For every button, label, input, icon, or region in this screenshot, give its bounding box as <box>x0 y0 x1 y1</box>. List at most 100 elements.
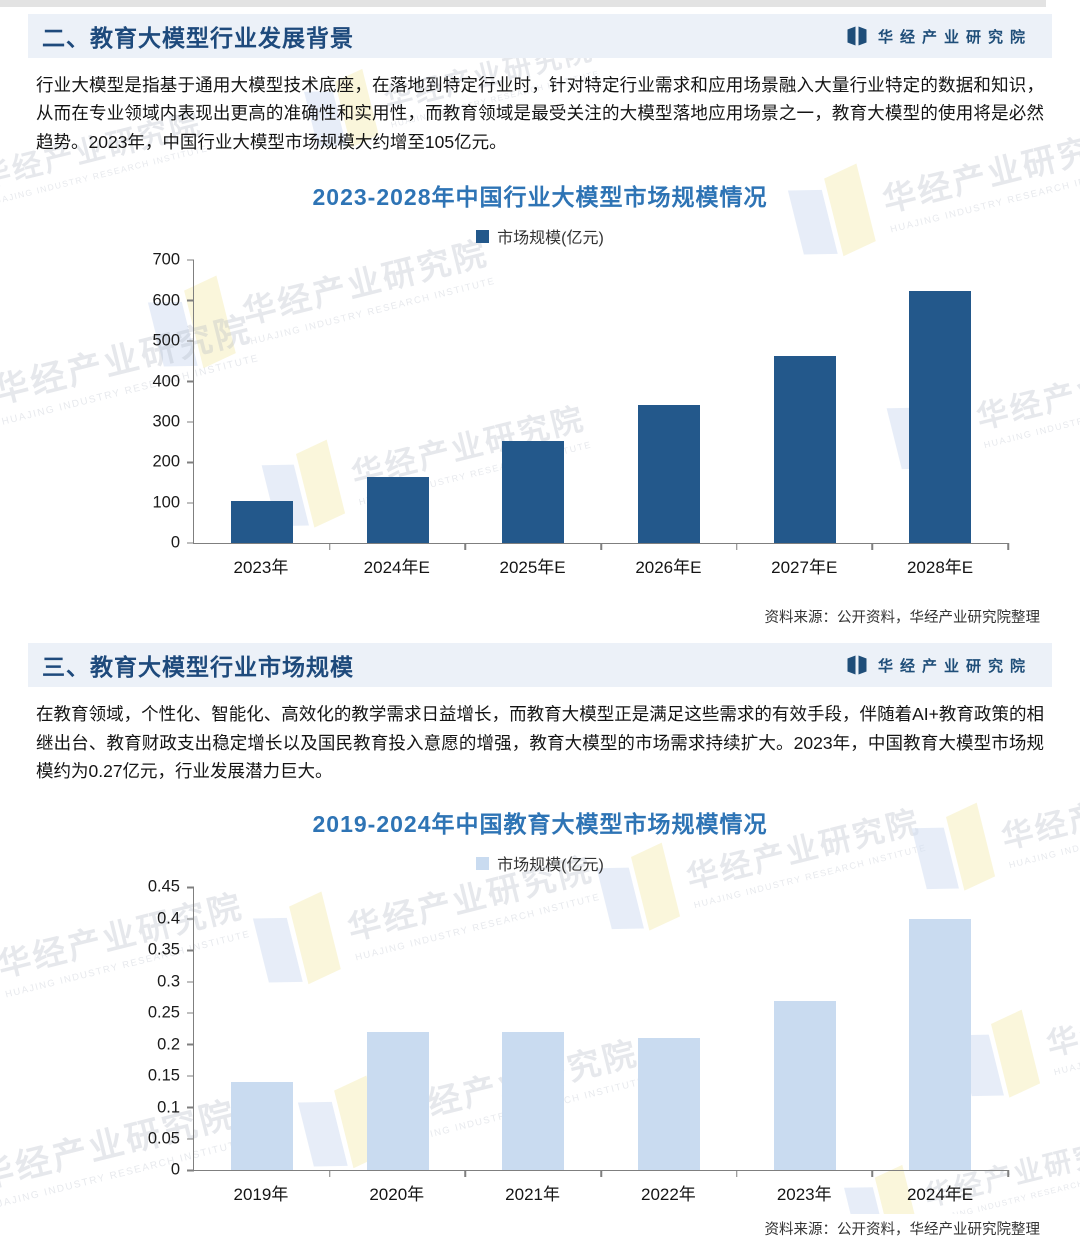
y-tick-mark <box>187 380 194 383</box>
paragraph-industry-background: 行业大模型是指基于通用大模型技术底座，在落地到特定行业时，针对特定行业需求和应用… <box>36 75 1044 152</box>
section-title: 三、教育大模型行业市场规模 <box>42 654 354 681</box>
bars <box>194 887 1009 1178</box>
x-axis-tick <box>735 1170 738 1178</box>
industry-llm-market-chart: 2023-2028年中国行业大模型市场规模情况 市场规模(亿元) 0 100 200… <box>0 178 1080 627</box>
chart-legend: 市场规模(亿元) <box>0 851 1080 875</box>
x-axis-label: 2025年E <box>499 558 566 578</box>
x-axis-tick <box>464 1170 467 1178</box>
y-tick-mark <box>187 949 194 952</box>
y-tick-mark <box>187 1012 194 1014</box>
x-axis-tick <box>1007 543 1009 551</box>
y-axis-tick: 0.25 <box>148 1004 194 1023</box>
bar-2025年E <box>502 440 565 544</box>
y-axis-tick: 300 <box>152 412 194 431</box>
bar-2026年E <box>637 404 700 544</box>
bar-2027年E <box>773 356 836 544</box>
bar-column <box>872 887 1008 1171</box>
legend-label: 市场规模(亿元) <box>497 230 604 248</box>
y-tick-mark <box>187 1169 194 1172</box>
y-tick-mark <box>187 461 194 464</box>
chart-title: 2019-2024年中国教育大模型市场规模情况 <box>312 811 768 838</box>
y-axis-tick: 500 <box>152 332 194 351</box>
source-note: 资料来源：公开资料，华经产业研究院整理 <box>764 1222 1041 1239</box>
x-axis-label: 2024年E <box>906 1185 974 1205</box>
x-axis-label: 2023年 <box>233 558 289 578</box>
paragraph-education-market: 在教育领域，个性化、智能化、高效化的教学需求日益增长，而教育大模型正是满足这些需… <box>36 704 1044 782</box>
bar-2021年 <box>502 1032 565 1171</box>
bars <box>194 260 1009 551</box>
x-axis-tick <box>328 543 331 551</box>
section-title: 二、教育大模型行业发展背景 <box>42 25 354 51</box>
y-tick-label: 600 <box>152 291 180 310</box>
x-axis-label: 2026年E <box>635 558 702 578</box>
bar-column <box>601 260 737 544</box>
y-tick-mark <box>187 542 194 544</box>
y-axis: 0 0.05 0.1 0.15 0.2 0.25 0.3 0.35 0.4 0.45 <box>1 878 194 1179</box>
y-axis-tick: 0.15 <box>148 1067 194 1086</box>
brand-name: 华经产业研究院 <box>877 657 1032 675</box>
y-tick-mark <box>187 1106 194 1109</box>
y-tick-label: 0.15 <box>147 1066 180 1085</box>
x-axis-label: 2022年 <box>640 1185 696 1205</box>
bar-column <box>737 887 873 1171</box>
x-axis-label: 2024年E <box>363 558 430 578</box>
y-tick-mark <box>187 1138 194 1140</box>
y-axis-tick: 0.1 <box>157 1098 194 1117</box>
y-tick-label: 0.3 <box>157 972 180 991</box>
x-axis-tick <box>871 543 874 551</box>
y-tick-mark <box>187 1043 194 1046</box>
brand-name: 华经产业研究院 <box>877 28 1032 46</box>
bar-column <box>330 260 466 544</box>
bar-2023年 <box>230 500 293 544</box>
brand-logo: 华经产业研究院 <box>845 653 1032 677</box>
chart-title: 2023-2028年中国行业大模型市场规模情况 <box>312 184 768 211</box>
y-tick-mark <box>187 1075 194 1077</box>
x-axis-tick <box>735 543 738 551</box>
bar-column <box>194 260 330 544</box>
x-axis-tick <box>600 543 602 551</box>
book-icon <box>845 653 869 677</box>
y-tick-mark <box>187 886 194 889</box>
y-tick-mark <box>187 981 194 983</box>
y-axis-tick: 100 <box>152 493 194 512</box>
y-axis-tick: 0 <box>171 1161 194 1180</box>
section-header-background: 二、教育大模型行业发展背景 华经产业研究院 <box>28 14 1052 58</box>
y-axis-tick: 0.2 <box>157 1035 194 1054</box>
y-tick-label: 400 <box>152 372 180 391</box>
y-tick-mark <box>187 421 194 423</box>
bar-column <box>872 260 1008 544</box>
y-axis-tick: 0.35 <box>148 941 194 960</box>
y-tick-label: 200 <box>152 452 180 471</box>
bar-column <box>194 887 330 1171</box>
y-tick-label: 100 <box>152 493 180 512</box>
y-tick-label: 0.25 <box>147 1003 180 1022</box>
x-axis-tick <box>1007 1170 1009 1178</box>
plot-area: 0 100 200 300 400 500 600 700 2023年 2024年E 2025年E… <box>152 251 1009 578</box>
y-tick-label: 500 <box>152 331 180 350</box>
bar-2022年 <box>637 1038 700 1171</box>
bar-2024年E <box>366 476 429 544</box>
brand-logo: 华经产业研究院 <box>845 24 1032 48</box>
bar-column <box>601 887 737 1171</box>
bar-column <box>737 260 873 544</box>
x-axis: 2019年 2020年 2021年 2022年 2023年 2024年E <box>193 1180 1008 1205</box>
book-icon <box>845 24 869 48</box>
y-axis-tick: 0 <box>171 534 194 553</box>
page-top-edge <box>0 0 1046 7</box>
legend-label: 市场规模(亿元) <box>497 857 604 875</box>
bar-column <box>330 887 466 1171</box>
x-axis-tick <box>328 1170 331 1178</box>
x-axis: 2023年 2024年E 2025年E 2026年E 2027年E 2028年E <box>193 553 1008 578</box>
x-axis-label: 2020年 <box>369 1185 425 1205</box>
y-axis-tick: 400 <box>152 372 194 391</box>
y-axis-tick: 0.45 <box>148 878 194 897</box>
y-axis-tick: 0.3 <box>157 972 194 991</box>
y-tick-mark <box>187 340 194 342</box>
y-tick-label: 0.05 <box>147 1129 180 1148</box>
chart-legend: 市场规模(亿元) <box>0 224 1080 248</box>
plot-area: 0 0.05 0.1 0.15 0.2 0.25 0.3 0.35 0.4 0.45 2019年 2… <box>148 878 1009 1205</box>
section-header-market-size: 三、教育大模型行业市场规模 华经产业研究院 <box>28 643 1052 688</box>
y-tick-label: 0.4 <box>157 909 180 928</box>
y-tick-mark <box>187 299 194 302</box>
bar-2024年E <box>909 918 972 1171</box>
